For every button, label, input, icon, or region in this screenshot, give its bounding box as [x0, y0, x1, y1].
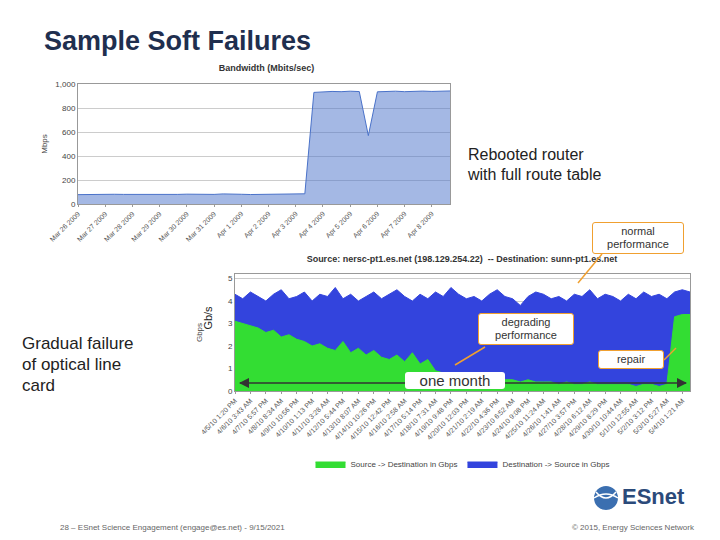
svg-text:200: 200	[62, 176, 76, 185]
svg-text:4/10/10 1:13 PM: 4/10/10 1:13 PM	[274, 397, 315, 438]
svg-text:800: 800	[62, 104, 76, 113]
svg-text:4/23/10 6:52 AM: 4/23/10 6:52 AM	[475, 397, 516, 438]
svg-text:4/22/10 4:36 PM: 4/22/10 4:36 PM	[459, 397, 500, 438]
svg-text:Apr 3 2009: Apr 3 2009	[270, 210, 300, 240]
svg-text:0: 0	[71, 200, 76, 209]
svg-text:Mbps: Mbps	[40, 134, 49, 154]
svg-text:4/20/10 12:03 PM: 4/20/10 12:03 PM	[426, 397, 470, 441]
svg-text:Mar 30 2009: Mar 30 2009	[157, 210, 190, 243]
svg-text:Apr 6 2009: Apr 6 2009	[351, 210, 381, 240]
svg-text:Gbps: Gbps	[194, 322, 204, 343]
svg-text:3: 3	[228, 319, 233, 328]
html-text:28 – ESnet Science Engagement: 28 – ESnet Science Engagement (engage@es…	[60, 523, 285, 532]
svg-text:Apr 8 2009: Apr 8 2009	[406, 210, 436, 240]
svg-text:4/27/10 3:57 PM: 4/27/10 3:57 PM	[536, 397, 577, 438]
svg-text:4/7/10 5:57 PM: 4/7/10 5:57 PM	[231, 397, 270, 436]
html-text:Gradual failure: Gradual failure	[22, 334, 134, 353]
svg-text:2: 2	[228, 342, 233, 351]
svg-text:Apr 7 2009: Apr 7 2009	[379, 210, 409, 240]
svg-text:5/4/10 1:21 AM: 5/4/10 1:21 AM	[647, 397, 685, 435]
svg-text:Mar 29 2009: Mar 29 2009	[130, 210, 163, 243]
html-text:performance: performance	[607, 238, 669, 250]
html-text:© 2015, Energy Sciences Networ: © 2015, Energy Sciences Network	[572, 523, 694, 532]
svg-text:5/2/10 3:12 PM: 5/2/10 3:12 PM	[616, 397, 655, 436]
svg-text:Apr 2 2009: Apr 2 2009	[243, 210, 273, 240]
svg-text:0: 0	[228, 387, 233, 396]
svg-text:4/24/10 9:08 PM: 4/24/10 9:08 PM	[490, 397, 531, 438]
svg-text:5: 5	[228, 274, 233, 283]
svg-text:4/17/10 5:14 PM: 4/17/10 5:14 PM	[382, 397, 423, 438]
svg-text:4/29/10 8:29 PM: 4/29/10 8:29 PM	[567, 397, 608, 438]
svg-text:Apr 4 2009: Apr 4 2009	[297, 210, 327, 240]
svg-text:4/11/10 3:28 AM: 4/11/10 3:28 AM	[290, 397, 331, 438]
svg-text:Source -> Destination in Gbps: Source -> Destination in Gbps	[351, 460, 458, 469]
html-text:ESnet: ESnet	[622, 484, 685, 509]
svg-text:Mar 28 2009: Mar 28 2009	[103, 210, 136, 243]
svg-text:Apr 5 2009: Apr 5 2009	[324, 210, 354, 240]
svg-text:Mar 26 2009: Mar 26 2009	[48, 210, 81, 243]
html-text:normal: normal	[621, 225, 655, 237]
svg-text:4/30/10 10:44 AM: 4/30/10 10:44 AM	[580, 397, 624, 441]
html-text:repair: repair	[616, 353, 646, 365]
svg-text:4/9/10 10:56 PM: 4/9/10 10:56 PM	[259, 397, 300, 438]
svg-text:4/6/10 3:43 AM: 4/6/10 3:43 AM	[215, 397, 253, 435]
html-text:Sample Soft Failures: Sample Soft Failures	[44, 26, 312, 56]
svg-text:4/21/10 2:19 AM: 4/21/10 2:19 AM	[444, 397, 485, 438]
svg-text:4/28/10 6:12 AM: 4/28/10 6:12 AM	[552, 397, 593, 438]
svg-text:4/5/10 1:20 PM: 4/5/10 1:20 PM	[200, 397, 239, 436]
html-text:Gb/s: Gb/s	[201, 306, 214, 330]
svg-text:600: 600	[62, 128, 76, 137]
svg-text:4/19/10 9:48 PM: 4/19/10 9:48 PM	[413, 397, 454, 438]
html-text:card: card	[22, 376, 56, 395]
html-text:Rebooted router: Rebooted router	[468, 146, 584, 163]
svg-text:1: 1	[228, 364, 233, 373]
html-text:with full route table: with full route table	[468, 166, 602, 183]
svg-text:4/13/10 8:07 AM: 4/13/10 8:07 AM	[321, 397, 362, 438]
html-text:performance: performance	[495, 329, 557, 341]
svg-text:5/3/10 5:27 AM: 5/3/10 5:27 AM	[632, 397, 670, 435]
svg-text:Mar 27 2009: Mar 27 2009	[76, 210, 109, 243]
html-text:degrading: degrading	[501, 316, 551, 328]
svg-text:4/8/10 8:34 AM: 4/8/10 8:34 AM	[246, 397, 284, 435]
svg-text:4/25/10 11:24 AM: 4/25/10 11:24 AM	[503, 397, 547, 441]
svg-text:4/14/10 10:26 PM: 4/14/10 10:26 PM	[333, 397, 377, 441]
svg-text:1,000: 1,000	[55, 80, 76, 89]
svg-text:5/1/10 12:55 AM: 5/1/10 12:55 AM	[598, 397, 639, 438]
svg-text:4/26/10 1:41 AM: 4/26/10 1:41 AM	[521, 397, 562, 438]
html-text:of optical line: of optical line	[22, 355, 122, 374]
svg-text:4/16/10 2:58 AM: 4/16/10 2:58 AM	[367, 397, 408, 438]
svg-text:Apr 1 2009: Apr 1 2009	[215, 210, 245, 240]
html-text:one month: one month	[419, 372, 491, 389]
svg-text:Source: nersc-pt1.es.net (198.: Source: nersc-pt1.es.net (198.129.254.22…	[307, 254, 618, 264]
svg-text:Destination -> Source in Gbps: Destination -> Source in Gbps	[502, 460, 609, 469]
svg-text:4/12/10 5:44 PM: 4/12/10 5:44 PM	[305, 397, 346, 438]
svg-text:Mar 31 2009: Mar 31 2009	[185, 210, 218, 243]
svg-text:4/18/10 7:31 AM: 4/18/10 7:31 AM	[398, 397, 439, 438]
svg-text:Bandwidth (Mbits/sec): Bandwidth (Mbits/sec)	[219, 63, 315, 73]
svg-text:4: 4	[228, 297, 233, 306]
svg-text:4/15/10 12:42 PM: 4/15/10 12:42 PM	[348, 397, 392, 441]
svg-text:400: 400	[62, 152, 76, 161]
